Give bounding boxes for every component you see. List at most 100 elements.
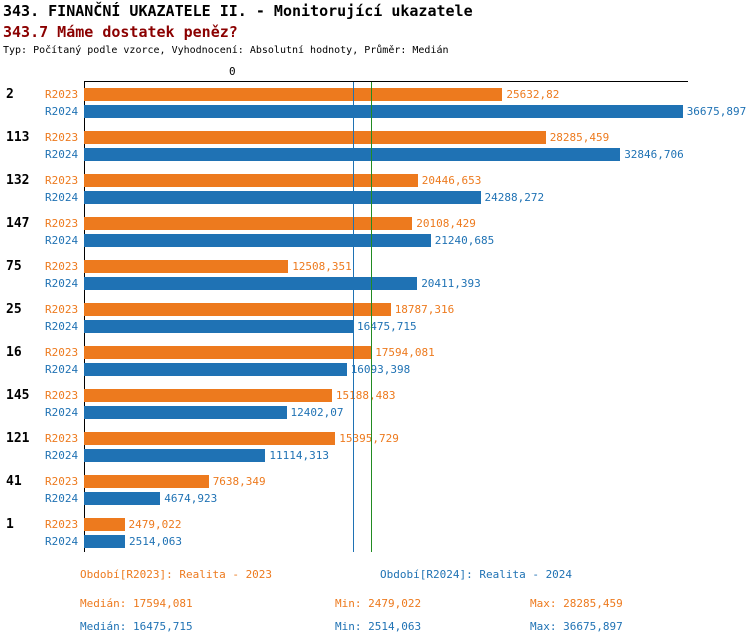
series-label: R2024 [45,492,79,505]
legend-median-r2023: Medián: 17594,081 [80,597,193,610]
value-label: 21240,685 [434,234,495,247]
category-label: 121 [6,431,30,446]
series-label: R2024 [45,234,79,247]
value-label: 24288,272 [484,191,545,204]
bar-row: R2024 32846,706 [0,148,750,161]
value-label: 20411,393 [421,277,481,290]
value-label: 20108,429 [416,217,476,230]
value-label: 32846,706 [624,148,684,161]
category-label: 75 [6,259,22,274]
series-label: R2023 [45,88,79,101]
axis-zero-label: 0 [229,65,236,78]
chart-group: 25 R2023 18787,316 R2024 16475,715 [0,303,750,333]
value-label: 11114,313 [269,449,329,462]
value-label: 12508,351 [292,260,352,273]
series-label: R2023 [45,518,79,531]
bar-r2023 [84,475,209,488]
bar-row: R2023 12508,351 [0,260,750,273]
legend-max-r2024: Max: 36675,897 [530,620,623,633]
series-label: R2023 [45,475,79,488]
bar-r2024 [84,148,621,161]
legend-max-r2023: Max: 28285,459 [530,597,623,610]
bar-row: R2023 17594,081 [0,346,750,359]
category-label: 132 [6,173,30,188]
category-label: 2 [6,87,14,102]
series-label: R2023 [45,174,79,187]
bar-row: R2023 18787,316 [0,303,750,316]
chart-group: 113 R2023 28285,459 R2024 32846,706 [0,131,750,161]
legend-period-r2023: Období[R2023]: Realita - 2023 [80,568,273,581]
series-label: R2023 [45,260,79,273]
chart-group: 132 R2023 20446,653 R2024 24288,272 [0,174,750,204]
bar-r2024 [84,492,161,505]
median-line-r2024 [353,82,354,552]
category-label: 113 [6,130,30,145]
bar-r2023 [84,88,503,101]
median-line-r2023 [371,82,373,552]
bar-r2023 [84,217,413,230]
category-label: 25 [6,302,22,317]
legend-min-r2023: Min: 2479,022 [335,597,422,610]
series-label: R2023 [45,346,79,359]
bar-row: R2023 20108,429 [0,217,750,230]
value-label: 2479,022 [128,518,182,531]
chart-group: 1 R2023 2479,022 R2024 2514,063 [0,518,750,548]
series-label: R2023 [45,131,79,144]
series-label: R2024 [45,148,79,161]
bar-row: R2024 36675,897 [0,105,750,118]
bar-r2023 [84,346,372,359]
category-label: 145 [6,388,30,403]
bar-r2023 [84,389,332,402]
bar-r2023 [84,432,336,445]
value-label: 16093,398 [350,363,411,376]
series-label: R2024 [45,535,79,548]
report-title: 343. FINANČNÍ UKAZATELE II. - Monitorují… [3,2,473,20]
category-label: 16 [6,345,22,360]
bar-r2024 [84,535,125,548]
series-label: R2024 [45,277,79,290]
bar-r2024 [84,406,287,419]
bar-row: R2024 21240,685 [0,234,750,247]
value-label: 2514,063 [129,535,182,548]
bar-row: R2023 25632,82 [0,88,750,101]
value-label: 4674,923 [164,492,218,505]
value-label: 15188,483 [335,389,396,402]
bar-r2023 [84,131,546,144]
bar-r2024 [84,277,418,290]
bar-r2024 [84,363,347,376]
chart-group: 2 R2023 25632,82 R2024 36675,897 [0,88,750,118]
value-label: 15395,729 [339,432,399,445]
series-label: R2023 [45,217,79,230]
value-label: 12402,07 [290,406,344,419]
value-label: 20446,653 [421,174,482,187]
value-label: 16475,715 [357,320,417,333]
bar-row: R2024 12402,07 [0,406,750,419]
bar-r2024 [84,191,481,204]
bar-row: R2024 20411,393 [0,277,750,290]
value-label: 28285,459 [549,131,610,144]
series-label: R2023 [45,389,79,402]
series-label: R2024 [45,320,79,333]
indicator-title: 343.7 Máme dostatek peněz? [3,23,238,41]
bar-row: R2023 2479,022 [0,518,750,531]
chart-group: 16 R2023 17594,081 R2024 16093,398 [0,346,750,376]
axis-top-line [84,81,688,82]
axis-left-line [84,81,85,552]
bar-row: R2023 20446,653 [0,174,750,187]
value-label: 18787,316 [394,303,455,316]
bar-row: R2024 4674,923 [0,492,750,505]
chart-group: 145 R2023 15188,483 R2024 12402,07 [0,389,750,419]
bar-r2023 [84,518,125,531]
bar-r2023 [84,174,418,187]
bar-row: R2023 28285,459 [0,131,750,144]
category-label: 41 [6,474,22,489]
bar-row: R2023 7638,349 [0,475,750,488]
chart-group: 41 R2023 7638,349 R2024 4674,923 [0,475,750,505]
bar-r2024 [84,320,353,333]
value-label: 25632,82 [506,88,560,101]
value-label: 17594,081 [375,346,435,359]
category-label: 147 [6,216,30,231]
chart-group: 75 R2023 12508,351 R2024 20411,393 [0,260,750,290]
chart-group: 121 R2023 15395,729 R2024 11114,313 [0,432,750,462]
